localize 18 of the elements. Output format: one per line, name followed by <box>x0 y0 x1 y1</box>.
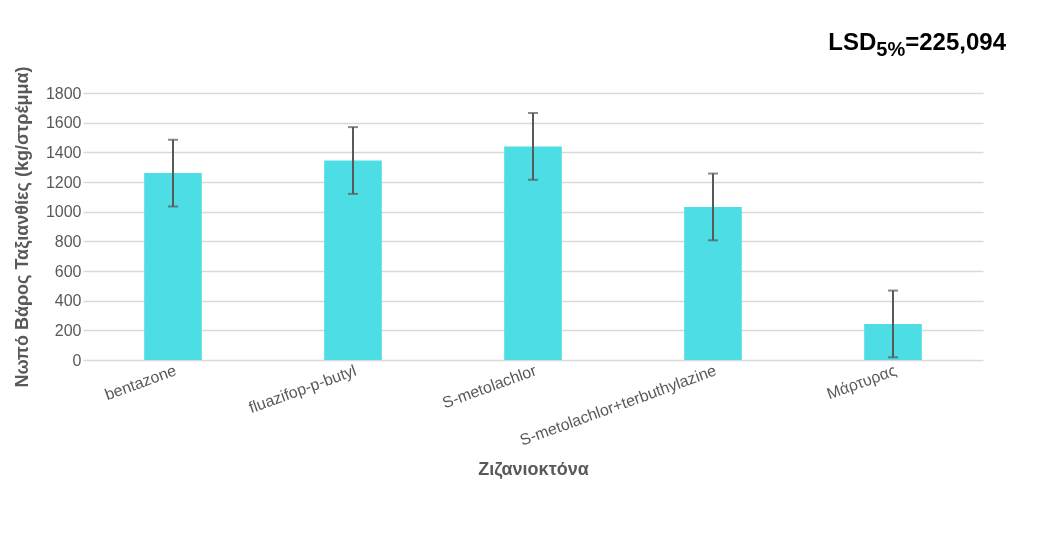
bar <box>684 206 742 360</box>
y-tick-label: 1000 <box>45 203 82 221</box>
bar <box>864 323 922 360</box>
y-tick-label: 1800 <box>45 84 82 102</box>
y-tick-label: 1400 <box>45 143 82 161</box>
y-tick-label: 0 <box>72 351 82 369</box>
bar <box>504 146 562 360</box>
y-tick-label: 800 <box>54 232 82 250</box>
y-tick-label: 600 <box>54 262 82 280</box>
bar <box>324 160 382 360</box>
y-tick-label: 1200 <box>45 173 82 191</box>
y-axis-title: Νωπό Βάρος Ταξιανθίες (kg/στρέμμα) <box>11 66 33 388</box>
y-tick-label: 200 <box>54 321 82 339</box>
x-axis-title: Ζιζανιοκτόνα <box>478 458 589 480</box>
bar <box>144 173 202 360</box>
text: LSD$_{5%}$=225,094 <box>828 28 1006 61</box>
y-tick-label: 1600 <box>45 114 82 132</box>
y-tick-label: 400 <box>54 292 82 310</box>
